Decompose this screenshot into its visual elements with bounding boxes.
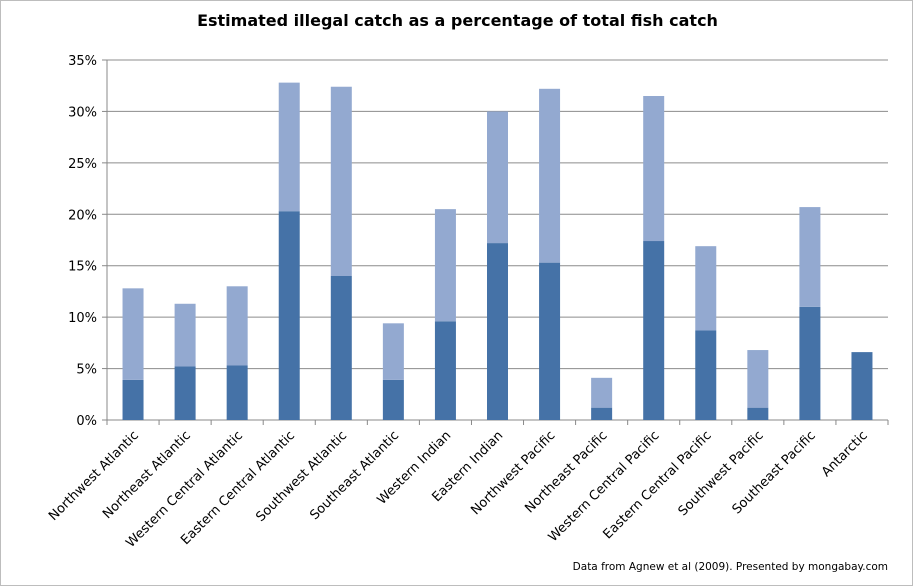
x-tick-label: Antarctic	[819, 428, 871, 480]
bar-segment-2	[226, 286, 248, 366]
bar-segment-1	[591, 407, 613, 420]
y-tick-label: 35%	[68, 54, 97, 69]
x-tick-label: Southeast Atlantic	[307, 428, 402, 523]
y-tick-label: 20%	[68, 208, 97, 223]
bar-segment-1	[695, 330, 717, 420]
y-tick-label: 30%	[68, 105, 97, 120]
bar-segment-1	[851, 352, 873, 420]
bar-segment-1	[539, 262, 561, 420]
bar-segment-2	[747, 350, 769, 408]
bar-segment-1	[747, 407, 769, 420]
y-tick-label: 0%	[76, 414, 97, 429]
bar-segment-1	[278, 211, 300, 420]
bar-segment-2	[434, 209, 456, 322]
bar-segment-2	[278, 82, 300, 212]
bar-segment-2	[382, 323, 404, 380]
bar-segment-2	[591, 377, 613, 408]
x-tick-label: Northeast Atlantic	[100, 428, 194, 522]
bar-segment-1	[487, 243, 508, 420]
bar-segment-2	[174, 303, 196, 367]
y-tick-label: 25%	[68, 157, 97, 172]
x-tick-label: Eastern Central Pacific	[601, 428, 715, 542]
bar-segment-2	[487, 111, 508, 244]
bar-segment-1	[799, 306, 821, 420]
x-tick-label: Northwest Atlantic	[46, 428, 142, 524]
bar-segment-2	[799, 207, 821, 307]
bar-segment-2	[330, 86, 352, 276]
bar-segment-2	[695, 246, 717, 331]
bar-segment-2	[643, 96, 665, 242]
bar-segment-2	[539, 88, 561, 263]
x-tick-label: Southwest Atlantic	[253, 428, 350, 525]
y-tick-label: 10%	[68, 311, 97, 326]
y-tick-label: 15%	[68, 260, 97, 275]
bar-segment-1	[382, 379, 404, 420]
bar-segment-1	[434, 321, 456, 420]
chart-title: Estimated illegal catch as a percentage …	[197, 11, 718, 30]
bar-segment-1	[643, 241, 665, 420]
bar-segment-1	[174, 366, 196, 420]
bar-segment-1	[330, 276, 352, 420]
bar-segment-2	[122, 288, 144, 380]
bar-segment-1	[122, 379, 144, 420]
bar-segment-1	[226, 365, 248, 420]
source-note: Data from Agnew et al (2009). Presented …	[572, 561, 888, 573]
y-tick-label: 5%	[76, 363, 97, 378]
